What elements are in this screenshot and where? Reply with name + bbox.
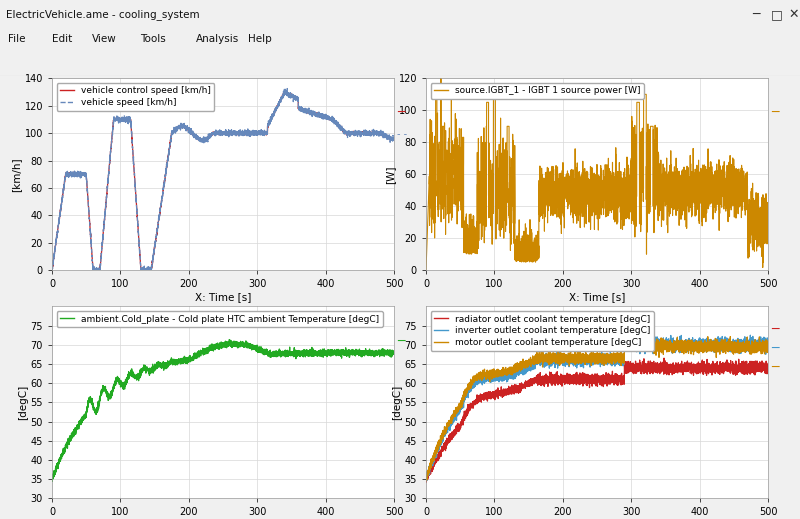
Text: Tools: Tools <box>140 34 166 44</box>
Text: Analysis: Analysis <box>196 34 239 44</box>
Y-axis label: [degC]: [degC] <box>392 385 402 420</box>
Legend: ambient.Cold_plate - Cold plate HTC ambient Temperature [degC]: ambient.Cold_plate - Cold plate HTC ambi… <box>57 311 382 327</box>
Text: View: View <box>92 34 117 44</box>
Text: ElectricVehicle.ame - cooling_system: ElectricVehicle.ame - cooling_system <box>6 9 200 20</box>
Legend: vehicle control speed [km/h], vehicle speed [km/h]: vehicle control speed [km/h], vehicle sp… <box>57 83 214 111</box>
Y-axis label: [W]: [W] <box>386 165 396 184</box>
Legend: source.IGBT_1 - IGBT 1 source power [W]: source.IGBT_1 - IGBT 1 source power [W] <box>430 83 644 99</box>
Text: File: File <box>8 34 26 44</box>
Text: Edit: Edit <box>52 34 72 44</box>
Legend: radiator outlet coolant temperature [degC], inverter outlet coolant temperature : radiator outlet coolant temperature [deg… <box>430 311 654 351</box>
X-axis label: X: Time [s]: X: Time [s] <box>195 292 251 302</box>
Y-axis label: [km/h]: [km/h] <box>12 157 22 192</box>
Text: ─: ─ <box>771 342 778 355</box>
Text: ─: ─ <box>771 323 778 336</box>
Text: ✕: ✕ <box>789 8 799 21</box>
Text: □: □ <box>770 8 782 21</box>
Text: ─: ─ <box>752 8 759 21</box>
Text: ─: ─ <box>397 106 405 119</box>
X-axis label: X: Time [s]: X: Time [s] <box>569 292 625 302</box>
Text: Help: Help <box>248 34 272 44</box>
Text: ─: ─ <box>771 361 778 374</box>
Y-axis label: [degC]: [degC] <box>18 385 28 420</box>
Text: ─: ─ <box>771 106 778 119</box>
Text: ─: ─ <box>397 334 405 348</box>
Text: - -: - - <box>397 129 407 139</box>
